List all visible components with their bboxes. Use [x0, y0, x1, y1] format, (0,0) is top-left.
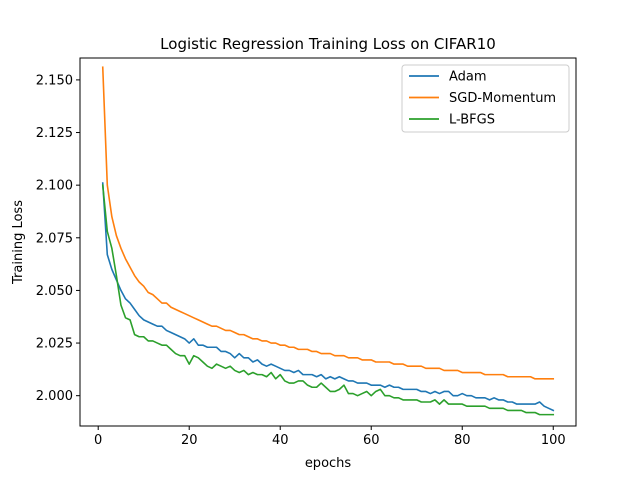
y-tick-label: 2.050	[36, 284, 73, 299]
x-tick-label: 60	[363, 433, 380, 448]
y-tick-label: 2.150	[36, 73, 73, 88]
y-tick-label: 2.025	[36, 337, 73, 352]
legend-label-l-bfgs: L-BFGS	[449, 113, 495, 128]
series-layer	[101, 66, 555, 416]
series-line-l-bfgs	[101, 184, 555, 416]
y-axis-ticks: 2.000 2.025 2.050 2.075 2.100 2.125 2.150	[36, 73, 80, 404]
y-tick-label: 2.125	[36, 126, 73, 141]
legend: Adam SGD-Momentum L-BFGS	[401, 64, 570, 133]
plot-frame	[79, 57, 577, 427]
legend-label-adam: Adam	[449, 70, 487, 85]
y-axis-label: Training Loss	[11, 200, 26, 285]
x-tick-label: 20	[181, 433, 198, 448]
chart-title: Logistic Regression Training Loss on CIF…	[160, 35, 496, 53]
x-tick-label: 80	[454, 433, 471, 448]
y-tick-label: 2.000	[36, 389, 73, 404]
series-line-adam	[101, 182, 555, 412]
y-tick-label: 2.075	[36, 231, 73, 246]
legend-box	[401, 64, 570, 133]
x-tick-label: 40	[272, 433, 289, 448]
legend-items: Adam SGD-Momentum L-BFGS	[409, 70, 556, 128]
y-tick-label: 2.100	[36, 179, 73, 194]
x-tick-label: 100	[541, 433, 566, 448]
series-line-sgd-momentum	[101, 66, 555, 380]
x-axis-ticks: 0 20 40 60 80 100	[94, 426, 566, 448]
x-axis-label: epochs	[305, 456, 352, 471]
legend-label-sgd-momentum: SGD-Momentum	[449, 91, 556, 106]
x-tick-label: 0	[94, 433, 102, 448]
